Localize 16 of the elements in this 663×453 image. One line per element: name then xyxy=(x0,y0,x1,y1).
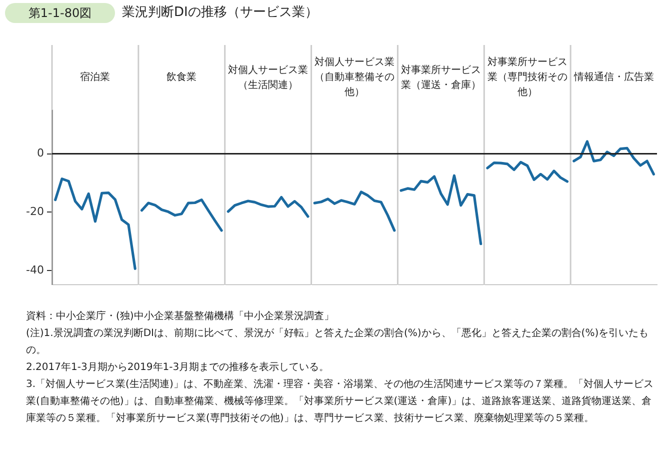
x-tick-label: 対個人サービス業（自動車整備その他） xyxy=(313,56,396,100)
text: 3.「対個人サービス業(生活関連)」は、不動産業、洗濯・理容・美容・浴場業、その他の生活関連サービス業等の７業種。「対個人サービス業(自動車整備その他)」は、自動車整備業、機械等修理業。「対事業所サービス業(運送・倉庫)」は、道路旅客運送業、道路貨物運送業、倉庫業等の５業種。「対事業所サービス業(専門技術その他)」は、専門サービス業、技術サービス業、廃棄物処理業等の５業種。 xyxy=(26,378,654,426)
x-tick-label: 宿泊業 xyxy=(80,70,110,85)
text: 第1-1-80図 xyxy=(5,3,115,23)
y-tick-label: 0 xyxy=(37,146,44,160)
x-tick-label: 飲食業 xyxy=(166,70,197,85)
x-tick-label: 対事業所サービス業（運送・倉庫） xyxy=(400,64,482,92)
x-tick-label: 対個人サービス業（生活関連） xyxy=(227,64,310,92)
text: 資料：中小企業庁・(独)中小企業基盤整備機構「中小企業景況調査」 xyxy=(26,310,335,324)
x-tick-label: 情報通信・広告業 xyxy=(574,70,654,85)
text: 2.2017年1-3月期から2019年1-3月期までの推移を表示している。 xyxy=(26,360,330,375)
y-tick-label: -40 xyxy=(26,263,44,276)
y-tick-label: -20 xyxy=(26,204,44,218)
text: (注)1.景況調査の業況判断DIは、前期に比べて、景況が「好転」と答えた企業の割合(%)から、「悪化」と答えた企業の割合(%)を引いたもの。 xyxy=(26,326,650,358)
chart-title: 業況判断DIの推移（サービス業） xyxy=(122,4,318,22)
x-tick-label: 対事業所サービス業（専門技術その他） xyxy=(486,56,568,100)
